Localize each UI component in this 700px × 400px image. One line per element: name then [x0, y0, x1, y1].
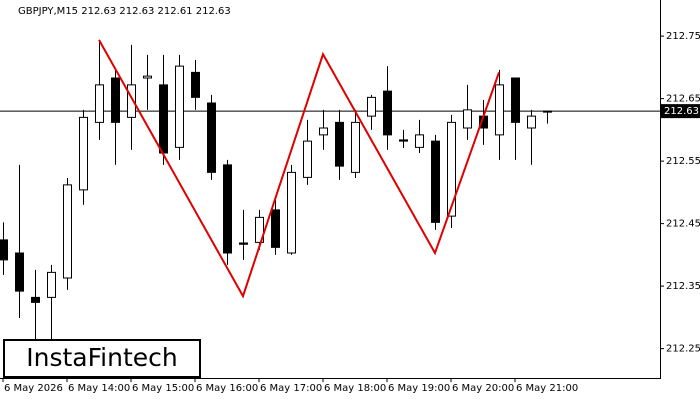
candle-body: [15, 252, 24, 292]
x-tick-label: 6 May 21:00: [516, 383, 578, 394]
candle-body: [47, 271, 56, 298]
y-tick-label: 212.45: [666, 219, 700, 230]
candle-body: [223, 164, 232, 254]
candle-body: [0, 239, 8, 261]
x-tick-label: 6 May 14:00: [68, 383, 130, 394]
candle-body: [111, 77, 120, 123]
candle-body: [527, 115, 536, 129]
candle-body: [399, 139, 408, 142]
x-tick-label: 6 May 15:00: [132, 383, 194, 394]
candle-body: [127, 84, 136, 118]
candle-body: [351, 121, 360, 173]
candle-body: [287, 171, 296, 254]
candle-body: [431, 140, 440, 223]
candle-body: [175, 65, 184, 148]
y-tick-label: 212.55: [666, 156, 700, 167]
x-tick-label: 6 May 2026: [4, 383, 63, 394]
price-label: 212.63: [664, 106, 699, 117]
candle-body: [95, 84, 104, 123]
logo: InstaFintech: [26, 343, 178, 372]
price-label-bg: [660, 104, 700, 119]
x-tick-label: 6 May 20:00: [452, 383, 514, 394]
x-tick-label: 6 May 19:00: [388, 383, 450, 394]
candle-body: [383, 90, 392, 136]
candle-body: [143, 75, 152, 79]
x-tick-label: 6 May 16:00: [196, 383, 258, 394]
candle-body: [159, 84, 168, 154]
candle-body: [447, 121, 456, 217]
candle-body: [207, 102, 216, 173]
candle-body: [271, 209, 280, 248]
candle-body: [319, 127, 328, 136]
candle-body: [31, 296, 40, 303]
candle-body: [495, 84, 504, 136]
x-tick-label: 6 May 18:00: [324, 383, 386, 394]
y-tick-label: 212.25: [666, 344, 700, 355]
candle-body: [511, 77, 520, 123]
candle-body: [79, 116, 88, 191]
candle-body: [255, 216, 264, 243]
candle-body: [63, 184, 72, 279]
candle-body: [415, 134, 424, 148]
pattern-line: [98, 39, 500, 299]
logo-box: [3, 339, 201, 378]
candle-body: [335, 121, 344, 167]
x-tick-label: 6 May 17:00: [260, 383, 322, 394]
y-tick-label: 212.35: [666, 281, 700, 292]
chart-title: GBPJPY,M15 212.63 212.63 212.61 212.63: [18, 6, 231, 17]
candle-body: [367, 96, 376, 117]
candle-body: [463, 109, 472, 129]
candle-body: [239, 242, 248, 245]
candle-body: [303, 140, 312, 178]
y-tick-label: 212.75: [666, 31, 700, 42]
candle-body: [543, 110, 552, 113]
y-tick-label: 212.65: [666, 94, 700, 105]
candle-body: [191, 71, 200, 98]
